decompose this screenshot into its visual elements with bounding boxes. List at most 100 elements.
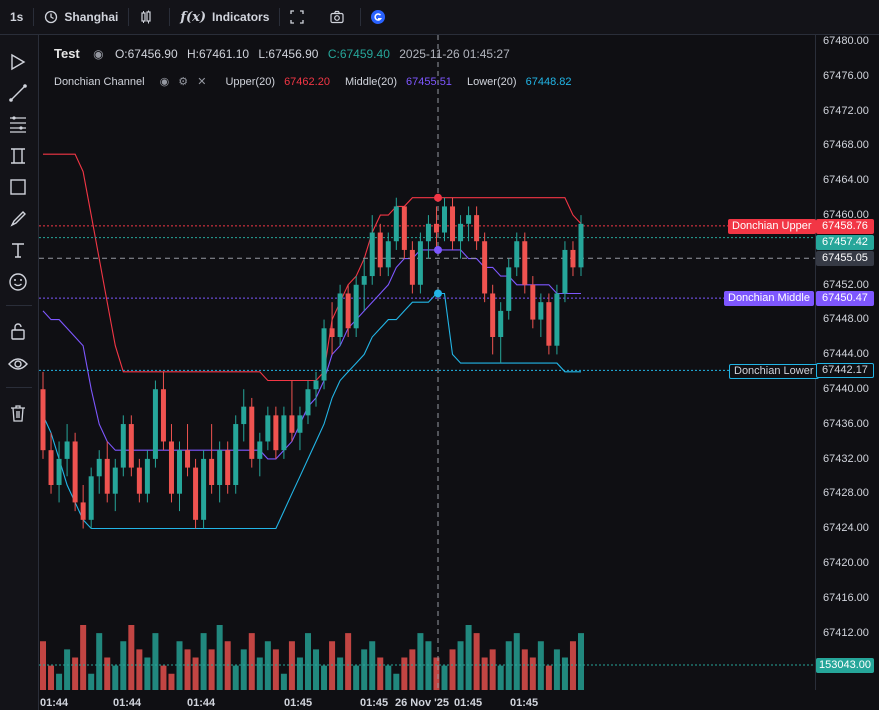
candle-body [168,441,174,494]
emoji-icon[interactable] [7,271,29,293]
volume-bar [433,657,440,690]
brush-icon[interactable] [7,208,29,230]
candle-body [417,241,423,285]
chart-type-button[interactable] [129,0,169,34]
candle-body [305,389,311,416]
upper-value: 67462.20 [284,76,330,88]
theme-button[interactable] [361,0,401,34]
volume-bar [160,665,167,690]
camera-icon [330,10,344,24]
lock-icon[interactable] [7,320,29,342]
volume-bar [393,673,400,690]
candle-body [249,406,255,459]
gear-icon[interactable]: ⚙ [178,76,189,88]
donchian-middle-price-tag: 67450.47 [816,291,874,306]
drawing-toolbar [0,35,39,710]
middle-crosshair-dot [434,245,442,254]
volume-bar [272,649,279,690]
crosshair-price-tag: 67455.05 [816,251,874,266]
volume-bar [304,633,311,690]
fx-icon: f(x) [180,9,207,25]
volume-bar [296,657,303,690]
screenshot-button[interactable] [320,0,360,34]
trend-line-icon[interactable] [7,82,29,104]
price-axis[interactable] [815,35,879,690]
volume-bar [521,649,528,690]
price-chart[interactable] [39,35,815,690]
divider [169,8,171,26]
pattern-icon[interactable] [7,145,29,167]
text-icon[interactable] [7,239,29,261]
candle-body [48,450,54,485]
volume-bar [457,641,464,690]
candle-body [514,241,520,268]
candle-body [40,389,46,451]
lower-value: 67448.82 [525,76,572,88]
volume-bar [578,633,584,690]
volume-bar [88,673,95,690]
eye-icon[interactable]: ◉ [93,47,104,61]
timezone-button[interactable]: Shanghai [34,0,128,34]
volume-bar [248,633,255,690]
candle-body [425,223,431,242]
price-tick-label: 67428.00 [823,487,869,500]
lower-label: Lower(20) [467,76,517,88]
candle-body [409,249,415,285]
donchian-lower-price-tag: 67442.17 [816,363,874,378]
volume-bar [489,649,496,690]
donchian-middle-name-tag: Donchian Middle [724,291,814,306]
volume-bar [361,649,368,690]
fullscreen-button[interactable] [280,0,320,34]
indicator-legend: Donchian Channel ◉ ⚙ ✕ Upper(20) 67462.2… [54,75,577,88]
price-tick-label: 67452.00 [823,278,869,291]
candle-body [345,293,351,329]
volume-bar [473,633,480,690]
eye-icon[interactable]: ◉ [159,76,170,88]
candle-body [96,458,102,477]
datetime-value: 2025-11-26 01:45:27 [399,47,510,61]
volume-bar [288,641,295,690]
close-icon[interactable]: ✕ [197,76,207,88]
candle-body [377,232,383,268]
volume-bar [136,649,143,690]
candle-body [241,406,247,425]
candle-body [337,293,343,337]
candle-body [80,502,86,520]
fib-retracement-icon[interactable] [7,113,29,135]
candle-body [112,467,118,494]
candle-body [120,424,126,468]
trash-icon[interactable] [7,402,29,424]
lower-crosshair-dot [434,289,442,298]
indicators-button[interactable]: f(x) Indicators [170,0,279,34]
candle-body [313,380,319,390]
candle-body [450,206,456,242]
volume-bar [321,665,328,690]
candles-icon [141,10,151,24]
volume-bar [48,665,55,690]
volume-bar [569,641,576,690]
candle-body [393,206,399,242]
price-tick-label: 67444.00 [823,348,869,361]
donchian-upper-name-tag: Donchian Upper [728,219,816,234]
volume-bar [425,641,432,690]
candle-body [522,241,528,285]
candle-body [56,458,62,485]
candle-body [466,215,472,224]
time-label: 01:44 [187,697,216,709]
candle-body [185,450,191,468]
rectangle-icon[interactable] [7,176,29,198]
price-tick-label: 67472.00 [823,104,869,117]
brand-logo-icon [371,10,386,24]
candle-body [369,232,375,277]
volume-bar [232,665,239,690]
indicators-label: Indicators [212,10,270,24]
interval-button[interactable]: 1s [0,0,33,34]
candle-body [498,310,504,337]
eye-icon[interactable] [7,353,29,375]
candle-body [297,415,303,433]
volume-bar [224,641,231,690]
cursor-icon[interactable] [7,51,29,73]
volume-bar [337,657,344,690]
price-tick-label: 67460.00 [823,209,869,221]
volume-bar [345,633,352,690]
